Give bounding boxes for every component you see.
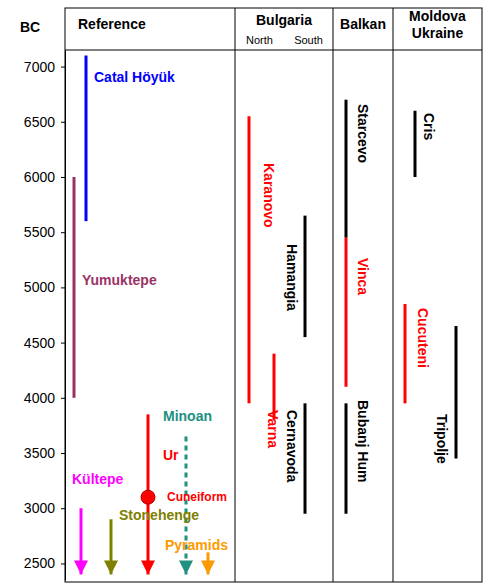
y-tick: 6500 [24,114,65,130]
column-divider [333,8,334,582]
column-header: Moldova [409,8,466,24]
period-label: Varna [265,410,281,448]
period-label: Karanovo [261,163,277,228]
labels: Catal Höyük Yumuktepe Kültepe Stonehenge Ur C… [72,69,450,553]
period-label: Cucuteni [415,308,431,368]
y-tick: 3000 [24,500,65,516]
period-bar [185,436,188,574]
period-label: Cris [421,113,437,140]
y-tick: 4000 [24,390,65,406]
y-tick-label: 5000 [24,279,55,295]
period-label: Starcevo [355,104,371,163]
y-tick-mark [61,563,65,564]
period-bar [85,56,88,222]
period-bar [345,238,348,387]
period-bar [248,116,251,403]
y-tick-mark [61,122,65,123]
column-header: Ukraine [412,25,464,41]
y-tick-label: 3000 [24,500,55,516]
y-tick: 4500 [24,335,65,351]
y-tick-mark [61,398,65,399]
period-label: Catal Höyük [94,69,175,85]
y-tick: 5500 [24,224,65,240]
period-bar [80,508,83,574]
y-tick-label: 3500 [24,445,55,461]
column-header: Reference [78,16,146,32]
period-label: Tripolje [434,414,450,464]
period-bar [345,403,348,513]
y-tick-label: 5500 [24,224,55,240]
y-tick-label: 6000 [24,169,55,185]
y-tick-label: 7000 [24,59,55,75]
y-tick-mark [61,177,65,178]
y-tick-label: 6500 [24,114,55,130]
period-label: Bubanj Hum [355,400,371,482]
header-rule [65,50,482,51]
period-label: Ur [163,447,179,463]
period-bar [207,552,210,574]
y-tick-label: 4500 [24,335,55,351]
y-tick: 7000 [24,59,65,75]
marks [74,56,456,575]
period-label: Yumuktepe [82,272,157,288]
y-tick-mark [61,67,65,68]
y-tick: 5000 [24,279,65,295]
event-label: Cuneiform [167,490,227,504]
y-tick-mark [61,343,65,344]
period-bar [110,519,113,574]
frame-box [65,8,482,582]
y-axis: 7000 6500 6000 5500 5000 4500 4000 3500 3000 2500 [24,51,66,581]
column-subheader: South [294,34,323,46]
period-label: Cernavoda [284,410,300,483]
event-marker [141,490,155,504]
column-divider [235,8,236,582]
period-label: Pyramids [165,537,228,553]
y-tick-label: 2500 [24,555,55,571]
chart: 7000 6500 6000 5500 5000 4500 4000 3500 3000 2500… [0,0,484,586]
period-bar [304,216,307,337]
period-label: Stonehenge [119,507,199,523]
period-bar [304,403,307,513]
y-label: BC [20,19,40,35]
period-bar [414,111,417,177]
y-tick: 3500 [24,445,65,461]
period-label: Hamangia [284,244,300,311]
y-axis-line [65,51,66,581]
column-subheader: North [246,34,273,46]
column-divider [393,8,394,582]
period-bar [73,177,76,398]
y-tick: 6000 [24,169,65,185]
y-tick-mark [61,453,65,454]
column-header: Bulgaria [256,12,312,28]
period-bar [345,100,348,238]
y-tick-mark [61,232,65,233]
period-label: Kültepe [72,471,124,487]
period-bar [455,326,458,459]
y-tick-label: 4000 [24,390,55,406]
period-label: Vinca [355,258,371,295]
y-tick: 2500 [24,555,65,571]
period-label: Minoan [163,408,212,424]
period-bar [404,304,407,403]
y-tick-mark [61,287,65,288]
column-header: Balkan [340,16,386,32]
y-tick-mark [61,508,65,509]
frame [65,8,482,582]
